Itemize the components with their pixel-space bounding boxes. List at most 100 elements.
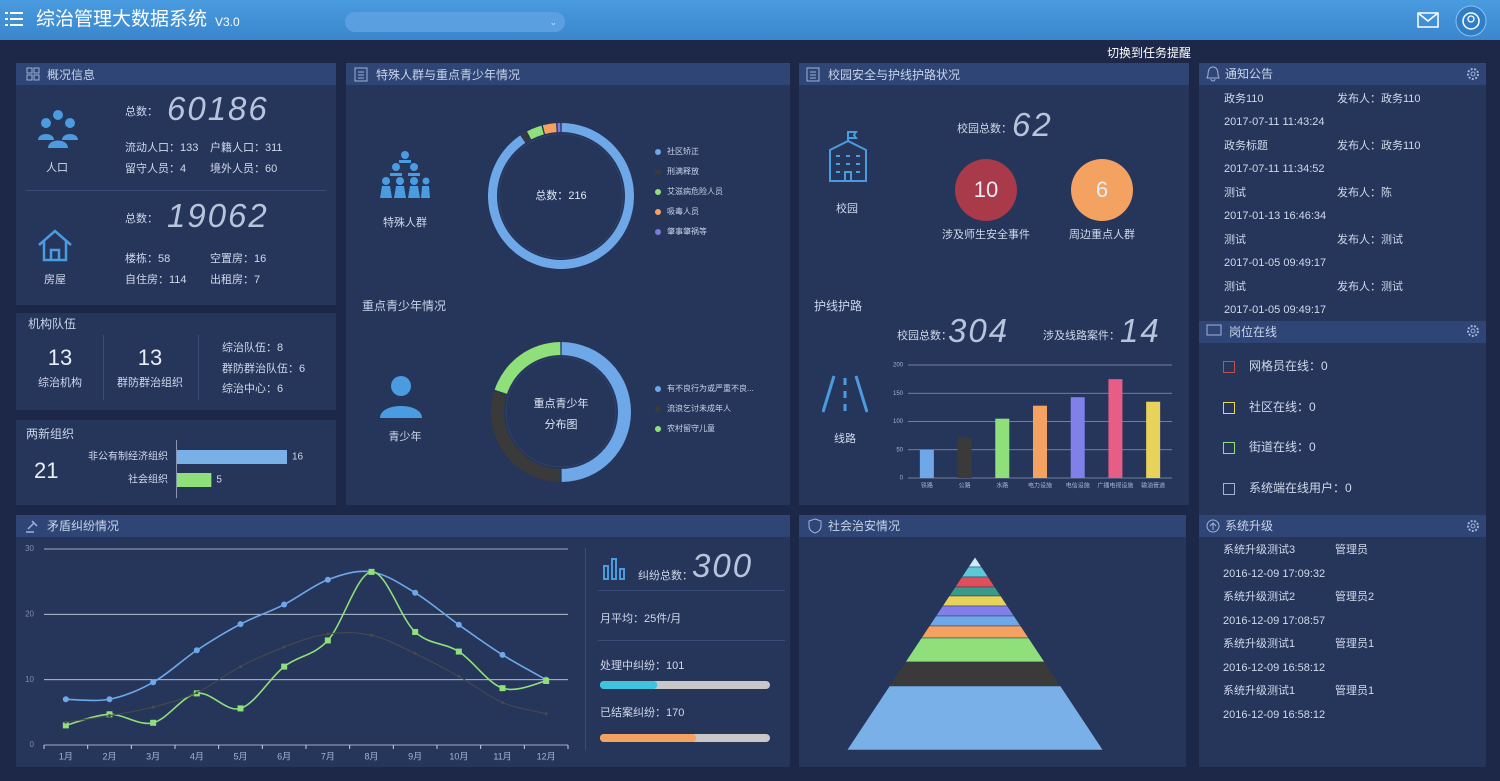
donut-segment	[561, 342, 631, 482]
online-value: 0	[1321, 359, 1328, 373]
house-icon	[38, 229, 72, 262]
switch-link[interactable]: 切换到任务提醒	[1107, 46, 1192, 60]
settings-icon[interactable]	[1466, 67, 1480, 81]
divider	[103, 335, 104, 400]
upgrade-time: 2016-12-09 17:09:32	[1223, 568, 1326, 580]
value-label: 5	[216, 475, 222, 486]
notice-publisher: 发布人：政务110	[1337, 140, 1421, 152]
section-title: 重点青少年情况	[362, 299, 447, 313]
stat-label: 户籍人口：	[210, 142, 265, 154]
legend-label: 肇事肇祸等	[667, 226, 707, 236]
value-label: 16	[292, 452, 304, 463]
stat-value: 6	[299, 363, 306, 375]
panel-title: 通知公告	[1225, 67, 1274, 81]
stat-value: 7	[254, 274, 261, 286]
upgrade-author: 管理员1	[1335, 638, 1375, 650]
stat-value: 58	[158, 253, 171, 265]
road-label: 线路	[834, 433, 856, 445]
panel-title: 概况信息	[47, 68, 96, 82]
panel	[1199, 63, 1486, 767]
stat-value: 8	[277, 342, 284, 354]
line	[65, 632, 547, 723]
online-label: 社区在线：	[1249, 399, 1310, 414]
marker	[543, 677, 550, 684]
marker	[326, 632, 330, 636]
panel-title: 特殊人群与重点青少年情况	[376, 68, 521, 82]
x-tick-label: 3月	[146, 751, 160, 761]
panel	[346, 63, 790, 505]
x-tick-label: 9月	[408, 751, 422, 761]
marker	[195, 691, 199, 695]
notice-time: 2017-01-05 09:49:17	[1224, 304, 1327, 316]
notice-publisher: 发布人：测试	[1337, 281, 1403, 293]
divider	[198, 335, 199, 400]
legend-label: 有不良行为或严重不良...	[667, 383, 754, 393]
unit-label: 综治机构	[38, 377, 82, 389]
notice-time: 2017-07-11 11:34:52	[1224, 163, 1325, 175]
label: 校园总数：	[897, 330, 952, 342]
panel-header	[1199, 515, 1486, 537]
youth-label: 青少年	[388, 431, 422, 443]
divider	[176, 440, 177, 498]
marker	[412, 589, 419, 596]
road-icon	[822, 375, 868, 413]
stat: 空置房：16	[210, 252, 266, 266]
settings-icon[interactable]	[1466, 519, 1480, 533]
marker	[499, 651, 506, 658]
online-icon	[1223, 442, 1235, 455]
school-icon	[829, 131, 867, 182]
panel-header	[346, 63, 790, 85]
panel-icon	[808, 518, 822, 534]
dropdown[interactable]: ⌄	[345, 12, 565, 32]
bar	[957, 437, 972, 478]
mail-icon[interactable]	[1417, 12, 1439, 28]
pyramid-layer	[961, 566, 989, 578]
marker	[108, 714, 111, 718]
stat-value: 133	[180, 142, 199, 154]
campus-label: 校园	[836, 203, 858, 215]
section-title: 护线护路	[814, 299, 863, 313]
stat-label: 处理中纠纷：	[600, 660, 666, 672]
upgrade-author: 管理员2	[1335, 591, 1375, 603]
panel-header	[1199, 321, 1486, 343]
x-tick-label: 输油管道	[1141, 482, 1165, 490]
x-tick-label: 10月	[449, 751, 468, 761]
unit-label: 群防群治组织	[117, 377, 183, 389]
bar	[919, 449, 934, 478]
donut-center: 分布图	[545, 418, 578, 431]
unit-count: 13	[47, 345, 73, 370]
center-value: 216	[568, 190, 586, 202]
avatar[interactable]	[1455, 5, 1487, 37]
notice-time: 2017-01-13 16:46:34	[1224, 210, 1327, 222]
housing-label: 房屋	[44, 274, 66, 286]
marker	[499, 685, 506, 692]
marker	[324, 576, 331, 583]
donut-inner	[505, 356, 617, 468]
notice-publisher: 发布人：政务110	[1337, 93, 1421, 105]
stat: 综治中心：6	[222, 382, 283, 396]
settings-icon[interactable]	[1466, 324, 1480, 338]
stat-label: 空置房：	[210, 253, 254, 265]
group-label: 特殊人群	[383, 217, 427, 229]
road-total: 304	[948, 312, 1010, 349]
pyramid-layer	[948, 586, 1002, 597]
group-icon	[380, 151, 430, 198]
label: 校园总数：	[957, 123, 1012, 135]
stat: 已结案纠纷：170	[600, 706, 684, 720]
stat-value: 101	[666, 660, 685, 672]
menu-icon[interactable]	[5, 11, 23, 27]
upgrade-time: 2016-12-09 17:08:57	[1223, 615, 1326, 627]
line	[65, 571, 547, 727]
donut-inner	[498, 133, 624, 259]
marker	[62, 722, 69, 729]
marker	[501, 701, 504, 705]
x-tick-label: 8月	[364, 751, 378, 761]
pyramid-layer	[967, 556, 983, 568]
label: 涉及线路案件：	[1043, 330, 1120, 342]
bar	[995, 418, 1010, 478]
bar	[1146, 401, 1161, 478]
panel-icon	[1206, 324, 1222, 336]
panel	[799, 63, 1189, 505]
x-tick-label: 公路	[959, 482, 971, 490]
housing-total: 19062	[167, 197, 269, 234]
